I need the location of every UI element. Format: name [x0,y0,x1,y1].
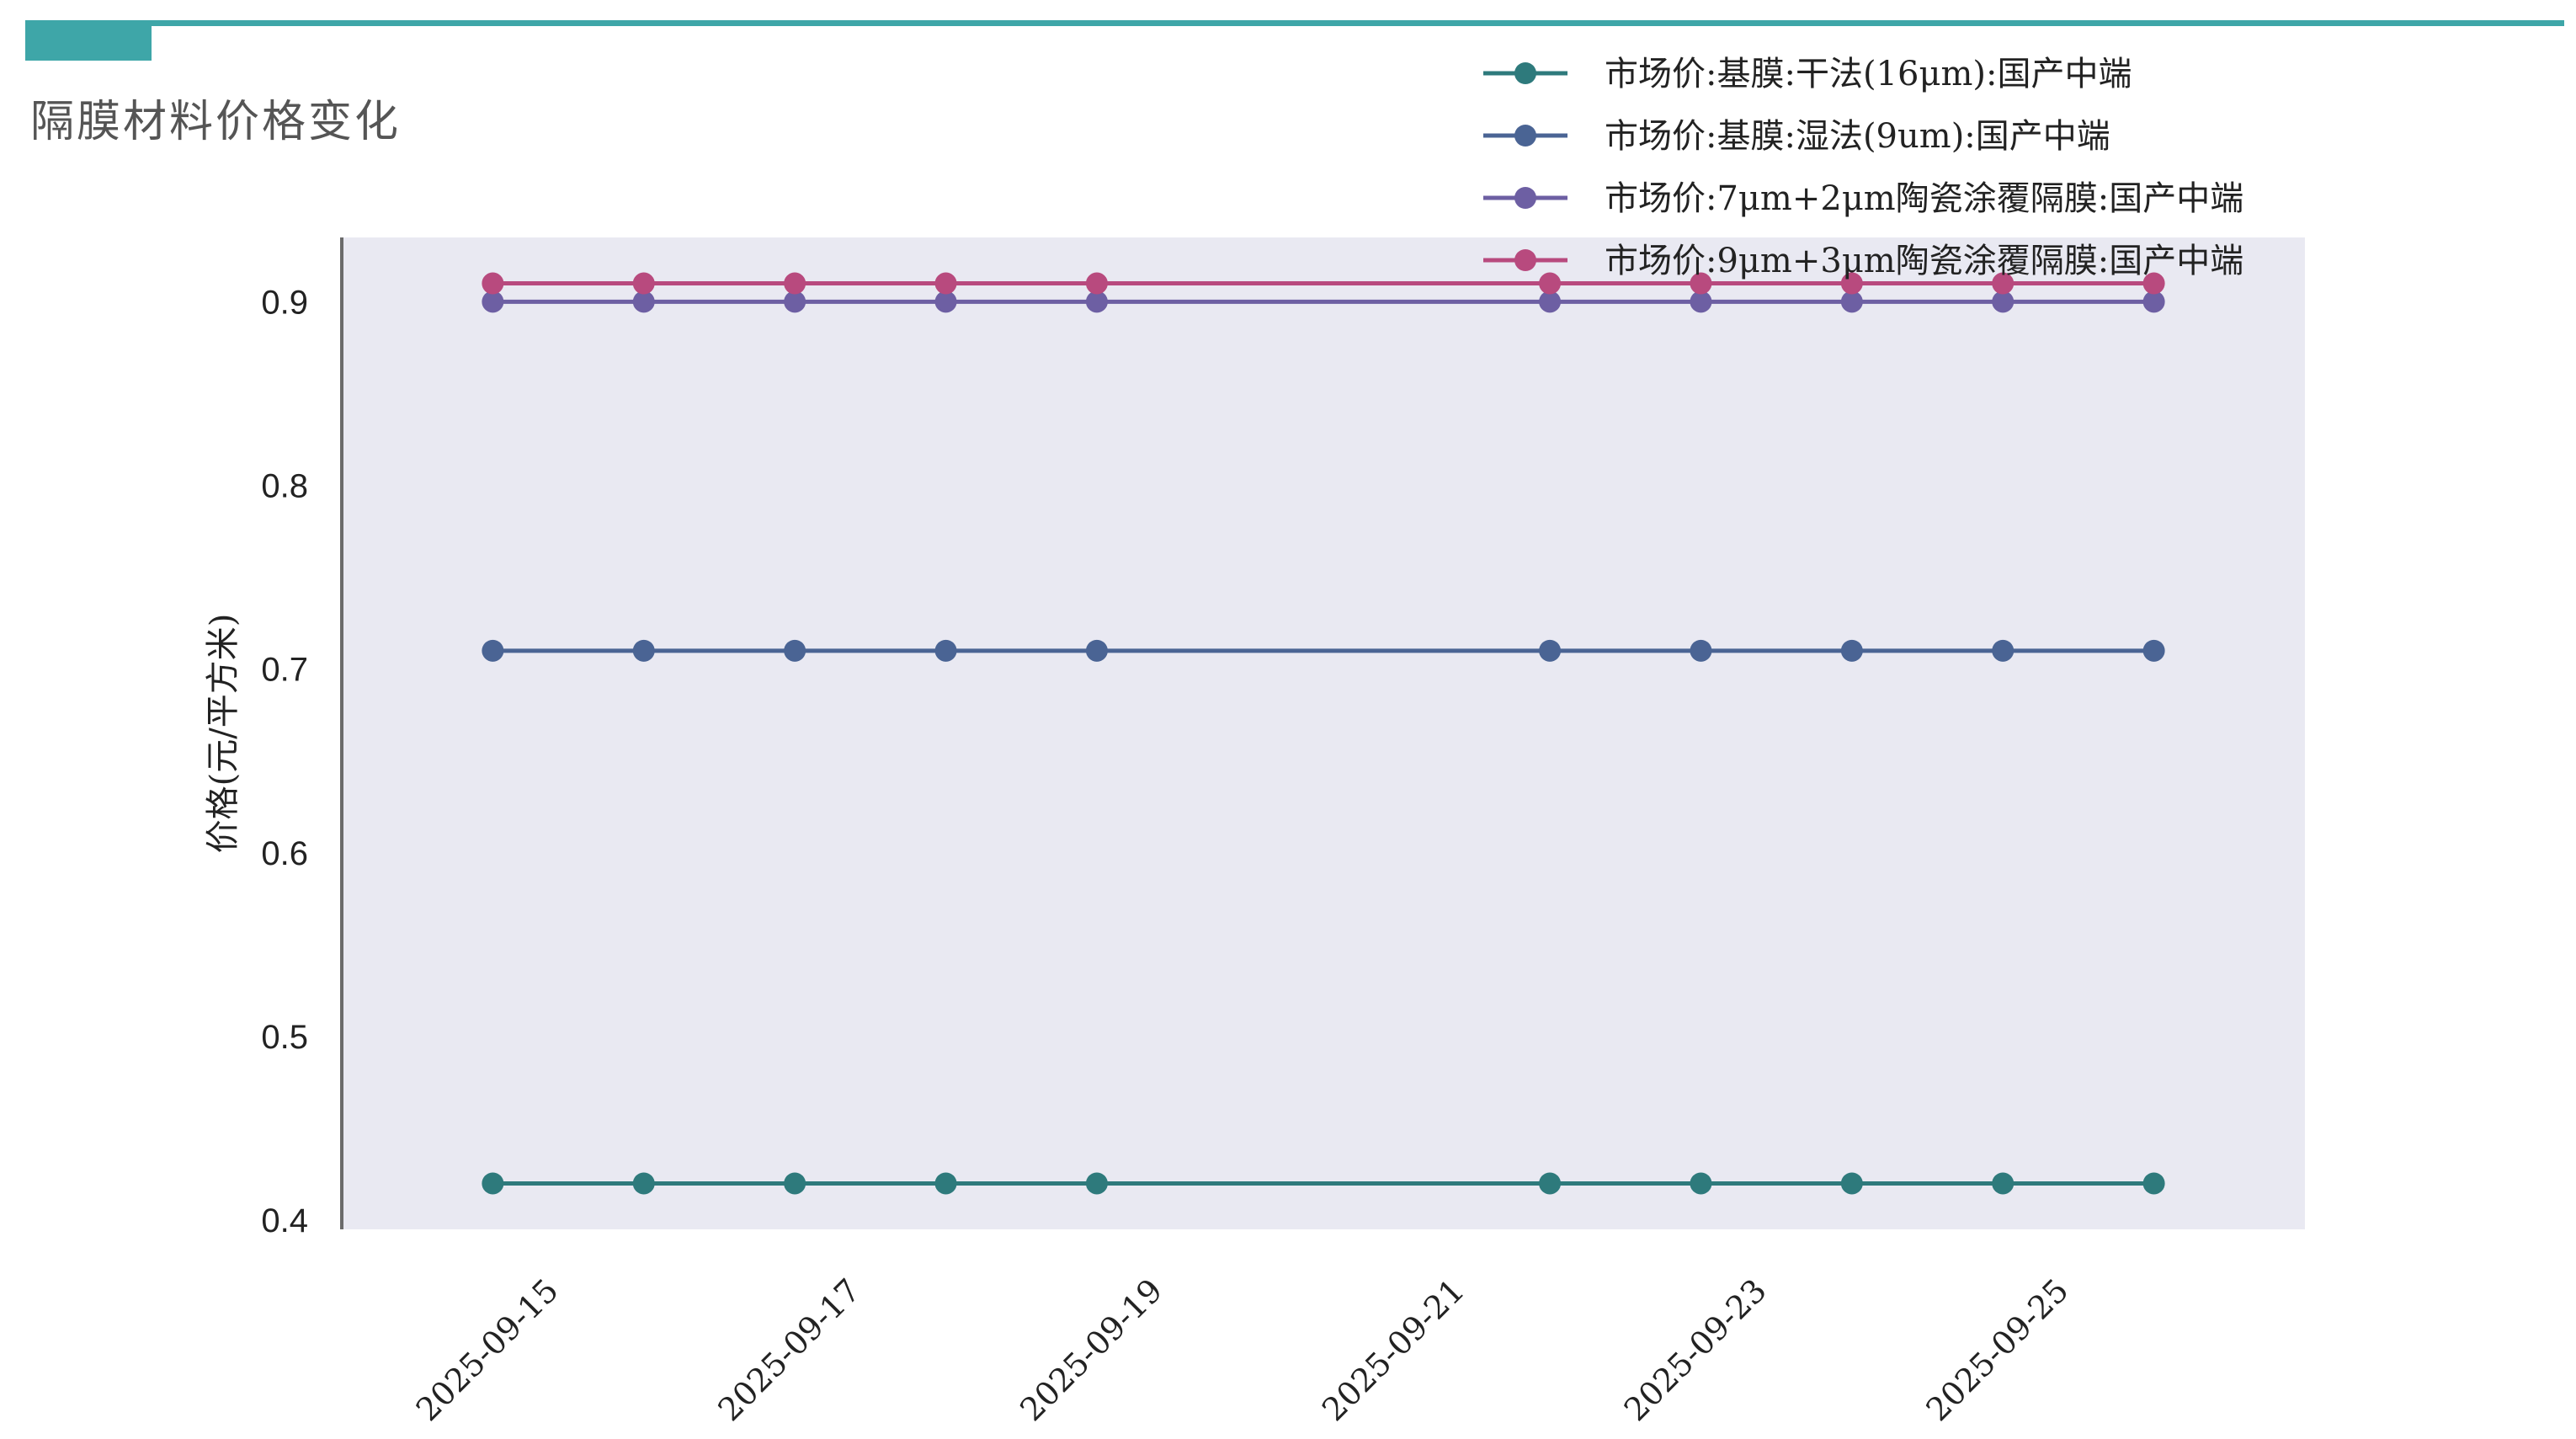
header-rule [25,20,2564,26]
data-point [1840,639,1863,662]
data-point [1085,272,1108,295]
data-point [2142,639,2165,662]
data-point [934,290,957,313]
legend-marker [1514,187,1536,209]
data-point [784,1172,806,1195]
data-point [1690,290,1712,313]
data-point [784,290,806,313]
data-point [632,290,655,313]
data-point [2142,290,2165,313]
data-point [934,272,957,295]
data-point [1690,639,1712,662]
legend-marker [1514,249,1536,271]
data-point [1992,1172,2014,1195]
legend-item: 市场价:基膜:湿法(9um):国产中端 [1483,117,2110,156]
data-point [482,272,504,295]
y-tick-label: 0.6 [261,835,308,872]
y-tick-label: 0.8 [261,468,308,505]
data-point [482,290,504,313]
data-point [1840,290,1863,313]
y-tick-label: 0.9 [261,284,308,321]
y-tick-label: 0.7 [261,652,308,689]
x-tick-label: 2025-09-17 [711,1271,867,1428]
data-point [1539,272,1562,295]
legend-label: 市场价:7μm+2μm陶瓷涂覆隔膜:国产中端 [1605,179,2243,218]
data-point [1539,639,1562,662]
legend-label: 市场价:基膜:干法(16μm):国产中端 [1605,55,2132,93]
data-point [934,1172,957,1195]
data-point [482,1172,504,1195]
data-point [1539,1172,1562,1195]
data-point [784,272,806,295]
data-point [1539,290,1562,313]
x-tick-label: 2025-09-23 [1617,1271,1774,1428]
data-point [1085,290,1108,313]
data-point [784,639,806,662]
legend-item: 市场价:9μm+3μm陶瓷涂覆隔膜:国产中端 [1483,242,2243,280]
header-accent-block [25,25,152,61]
data-point [2142,272,2165,295]
data-point [482,639,504,662]
x-tick-label: 2025-09-25 [1919,1271,2076,1428]
data-point [1992,272,2014,295]
data-point [632,639,655,662]
legend-marker [1514,125,1536,147]
data-point [1085,639,1108,662]
data-point [1992,639,2014,662]
legend-marker [1514,62,1536,84]
plot-area [342,237,2305,1229]
data-point [1690,1172,1712,1195]
y-tick-label: 0.4 [261,1202,308,1239]
legend-item: 市场价:基膜:干法(16μm):国产中端 [1483,55,2132,93]
x-tick-label: 2025-09-19 [1013,1271,1169,1428]
data-point [1690,272,1712,295]
data-point [1840,272,1863,295]
series-2 [482,639,2165,662]
data-point [1085,1172,1108,1195]
series-1 [482,1172,2165,1195]
data-point [632,272,655,295]
legend-label: 市场价:9μm+3μm陶瓷涂覆隔膜:国产中端 [1605,242,2243,280]
data-point [1840,1172,1863,1195]
series-3 [482,290,2165,313]
legend-label: 市场价:基膜:湿法(9um):国产中端 [1605,117,2110,156]
page-title: 隔膜材料价格变化 [30,97,402,147]
y-axis-label: 价格(元/平方米) [204,614,242,854]
data-point [2142,1172,2165,1195]
data-point [1992,290,2014,313]
x-tick-label: 2025-09-21 [1315,1271,1472,1428]
x-tick-label: 2025-09-15 [409,1271,566,1428]
data-point [632,1172,655,1195]
series-4 [482,272,2165,295]
y-tick-label: 0.5 [261,1019,308,1056]
data-point [934,639,957,662]
legend-item: 市场价:7μm+2μm陶瓷涂覆隔膜:国产中端 [1483,179,2243,218]
